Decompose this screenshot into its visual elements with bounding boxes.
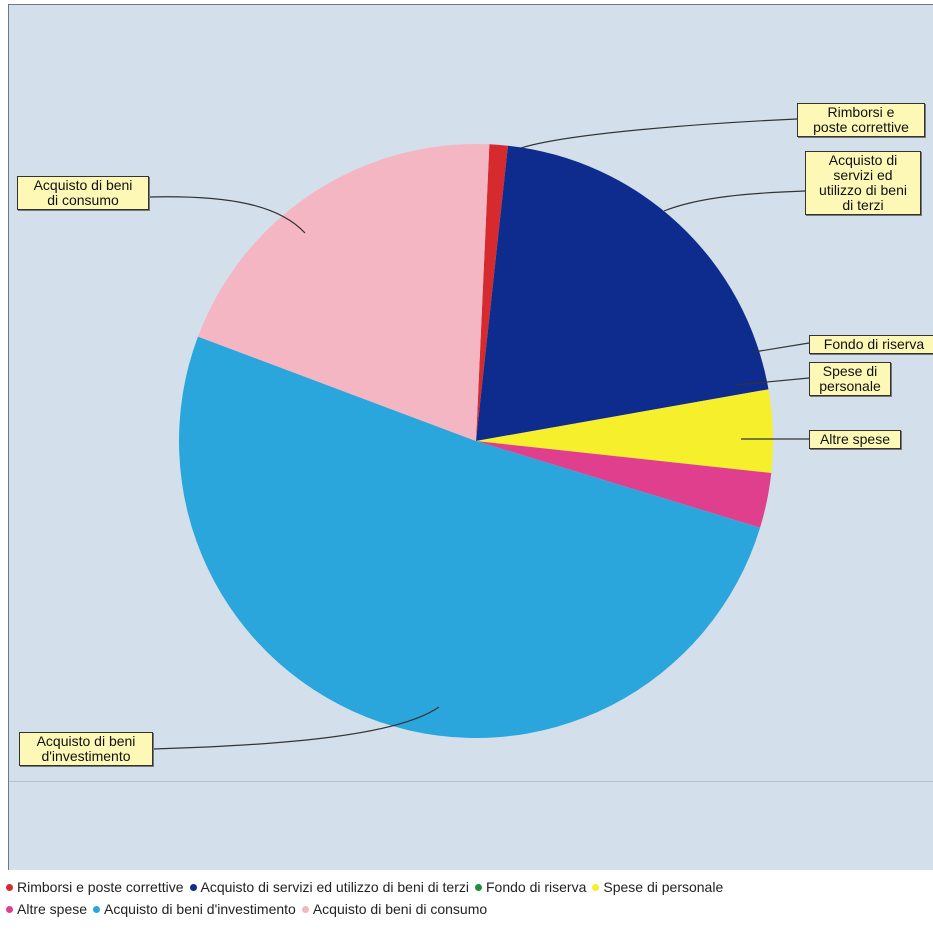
legend-item: Spese di personale bbox=[592, 876, 723, 898]
plot-band-line bbox=[9, 781, 933, 782]
callout-fondo: Fondo di riserva bbox=[809, 335, 933, 354]
pie-slice-6 bbox=[197, 144, 490, 441]
legend-row: Altre spese Acquisto di beni d'investimen… bbox=[6, 898, 926, 920]
callout-altre: Altre spese bbox=[809, 430, 901, 449]
legend-swatch bbox=[592, 883, 600, 891]
legend-label: Acquisto di beni di consumo bbox=[312, 901, 488, 917]
pie-slice-5 bbox=[179, 336, 761, 738]
plot-area: Rimborsi e poste correttive Acquisto di … bbox=[8, 4, 933, 870]
legend-swatch bbox=[474, 883, 482, 891]
leader-line bbox=[520, 118, 798, 149]
leader-line bbox=[663, 190, 806, 212]
legend-label: Rimborsi e poste correttive bbox=[17, 879, 184, 895]
pie-slice-1 bbox=[476, 145, 769, 441]
legend-label: Fondo di riserva bbox=[485, 879, 587, 895]
chart-legend: Rimborsi e poste correttive Acquisto di s… bbox=[6, 876, 926, 920]
pie-slice-0 bbox=[476, 144, 508, 441]
legend-item: Fondo di riserva bbox=[474, 876, 587, 898]
callout-personale: Spese di personale bbox=[809, 362, 891, 396]
callout-rimborsi: Rimborsi e poste correttive bbox=[797, 103, 925, 137]
leader-line bbox=[753, 342, 810, 353]
legend-item: Acquisto di beni d'investimento bbox=[93, 898, 296, 920]
leader-line bbox=[148, 196, 306, 234]
legend-item: Rimborsi e poste correttive bbox=[6, 876, 184, 898]
legend-swatch bbox=[6, 905, 13, 913]
legend-label: Spese di personale bbox=[603, 879, 724, 895]
legend-label: Acquisto di beni d'investimento bbox=[104, 901, 296, 917]
callout-consumo: Acquisto di beni di consumo bbox=[17, 176, 149, 210]
legend-item: Acquisto di servizi ed utilizzo di beni … bbox=[189, 876, 469, 898]
pie-slice-3 bbox=[476, 389, 773, 473]
pie-chart bbox=[148, 118, 810, 750]
legend-swatch bbox=[93, 905, 101, 913]
legend-label: Acquisto di servizi ed utilizzo di beni … bbox=[200, 879, 469, 895]
legend-swatch bbox=[189, 883, 197, 891]
legend-label: Altre spese bbox=[17, 901, 88, 917]
leader-line bbox=[734, 377, 810, 386]
callout-servizi: Acquisto di servizi ed utilizzo di beni … bbox=[805, 151, 921, 215]
leader-line bbox=[152, 706, 440, 750]
legend-row: Rimborsi e poste correttive Acquisto di s… bbox=[6, 876, 926, 898]
legend-swatch bbox=[301, 905, 309, 913]
legend-swatch bbox=[6, 883, 13, 891]
legend-item: Acquisto di beni di consumo bbox=[301, 898, 488, 920]
pie-slice-4 bbox=[476, 441, 772, 528]
callout-investimento: Acquisto di beni d'investimento bbox=[19, 732, 153, 766]
legend-item: Altre spese bbox=[6, 898, 87, 920]
